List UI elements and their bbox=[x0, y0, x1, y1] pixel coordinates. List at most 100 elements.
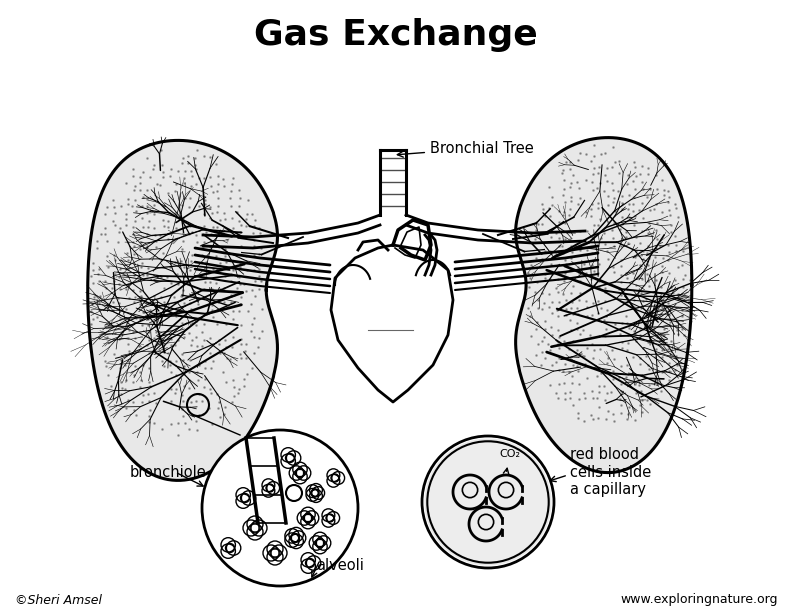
Point bbox=[546, 330, 558, 340]
Point bbox=[640, 294, 653, 304]
Point bbox=[185, 335, 198, 345]
Point bbox=[621, 284, 634, 294]
Point bbox=[204, 203, 216, 212]
Point bbox=[171, 362, 184, 372]
Point bbox=[135, 397, 148, 407]
Point bbox=[566, 171, 579, 181]
Point bbox=[214, 412, 227, 422]
Point bbox=[169, 356, 182, 366]
Point bbox=[642, 163, 654, 173]
Point bbox=[162, 222, 174, 231]
Point bbox=[621, 274, 634, 283]
Point bbox=[642, 253, 655, 263]
Point bbox=[121, 195, 134, 204]
Point bbox=[199, 364, 211, 373]
Point bbox=[602, 200, 615, 210]
Point bbox=[620, 297, 633, 307]
Point bbox=[86, 265, 99, 275]
Point bbox=[219, 258, 232, 267]
Point bbox=[649, 275, 662, 285]
Point bbox=[608, 157, 621, 167]
Point bbox=[559, 218, 572, 228]
Point bbox=[622, 409, 634, 419]
Point bbox=[629, 162, 642, 172]
Point bbox=[169, 388, 181, 398]
Point bbox=[634, 269, 647, 279]
Point bbox=[240, 369, 253, 379]
Point bbox=[546, 360, 558, 370]
Point bbox=[676, 294, 689, 304]
Point bbox=[94, 291, 107, 301]
Point bbox=[129, 361, 142, 371]
Point bbox=[553, 217, 565, 227]
Point bbox=[150, 398, 162, 408]
Point bbox=[120, 285, 132, 294]
Point bbox=[626, 352, 639, 362]
Point bbox=[113, 315, 126, 324]
Point bbox=[253, 249, 265, 259]
Point bbox=[107, 217, 120, 226]
Point bbox=[178, 166, 191, 176]
Point bbox=[199, 374, 211, 384]
Point bbox=[211, 264, 223, 274]
Point bbox=[190, 332, 203, 342]
Point bbox=[137, 192, 150, 201]
Point bbox=[648, 204, 661, 214]
Point bbox=[670, 326, 683, 335]
Point bbox=[662, 247, 675, 256]
Point bbox=[106, 305, 119, 315]
Point bbox=[254, 276, 267, 286]
Point bbox=[606, 178, 619, 188]
Point bbox=[574, 148, 587, 158]
Point bbox=[135, 321, 148, 330]
Point bbox=[584, 274, 597, 284]
Point bbox=[607, 262, 619, 272]
Point bbox=[671, 344, 683, 354]
Point bbox=[183, 367, 196, 377]
Point bbox=[93, 277, 105, 286]
Point bbox=[176, 305, 188, 315]
Point bbox=[162, 299, 174, 308]
Point bbox=[539, 269, 551, 279]
Point bbox=[91, 312, 104, 322]
Point bbox=[649, 353, 661, 362]
Point bbox=[600, 388, 613, 398]
Point bbox=[553, 332, 565, 341]
Point bbox=[656, 353, 668, 362]
Point bbox=[637, 254, 649, 264]
Point bbox=[135, 375, 147, 385]
Point bbox=[628, 302, 641, 312]
Point bbox=[165, 419, 177, 429]
Point bbox=[238, 381, 250, 391]
Point bbox=[571, 309, 584, 319]
Point bbox=[206, 339, 219, 349]
Point bbox=[224, 354, 237, 364]
Point bbox=[253, 284, 265, 294]
Point bbox=[622, 330, 634, 340]
Point bbox=[204, 172, 216, 182]
Point bbox=[135, 291, 147, 300]
Point bbox=[154, 181, 167, 190]
Point bbox=[662, 255, 675, 265]
Point bbox=[211, 297, 224, 307]
Point bbox=[253, 228, 266, 237]
Point bbox=[565, 304, 577, 313]
Point bbox=[629, 290, 642, 300]
Circle shape bbox=[422, 436, 554, 568]
Point bbox=[191, 425, 204, 435]
Point bbox=[630, 280, 642, 290]
Point bbox=[649, 365, 662, 375]
Point bbox=[248, 348, 261, 357]
Point bbox=[156, 424, 169, 433]
Point bbox=[650, 185, 663, 195]
Point bbox=[85, 306, 97, 316]
Point bbox=[598, 381, 611, 390]
Point bbox=[664, 350, 676, 360]
Point bbox=[246, 228, 259, 237]
Point bbox=[234, 353, 247, 363]
Point bbox=[588, 220, 600, 230]
Point bbox=[225, 276, 238, 286]
Point bbox=[598, 395, 611, 405]
Point bbox=[565, 297, 578, 307]
Point bbox=[535, 254, 548, 264]
